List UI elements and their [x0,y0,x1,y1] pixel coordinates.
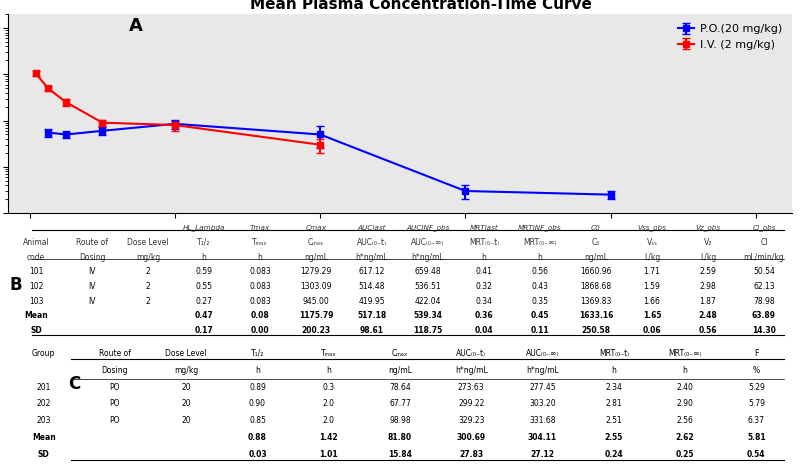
Title:         Mean Plasma Concentration-Time Curve: Mean Plasma Concentration-Time Curve [208,0,592,12]
Text: A: A [129,17,143,34]
Legend: P.O.(20 mg/kg), I.V. (2 mg/kg): P.O.(20 mg/kg), I.V. (2 mg/kg) [673,20,786,54]
Text: C: C [68,375,80,393]
Text: B: B [10,276,22,294]
X-axis label: Time(h): Time(h) [373,238,427,251]
